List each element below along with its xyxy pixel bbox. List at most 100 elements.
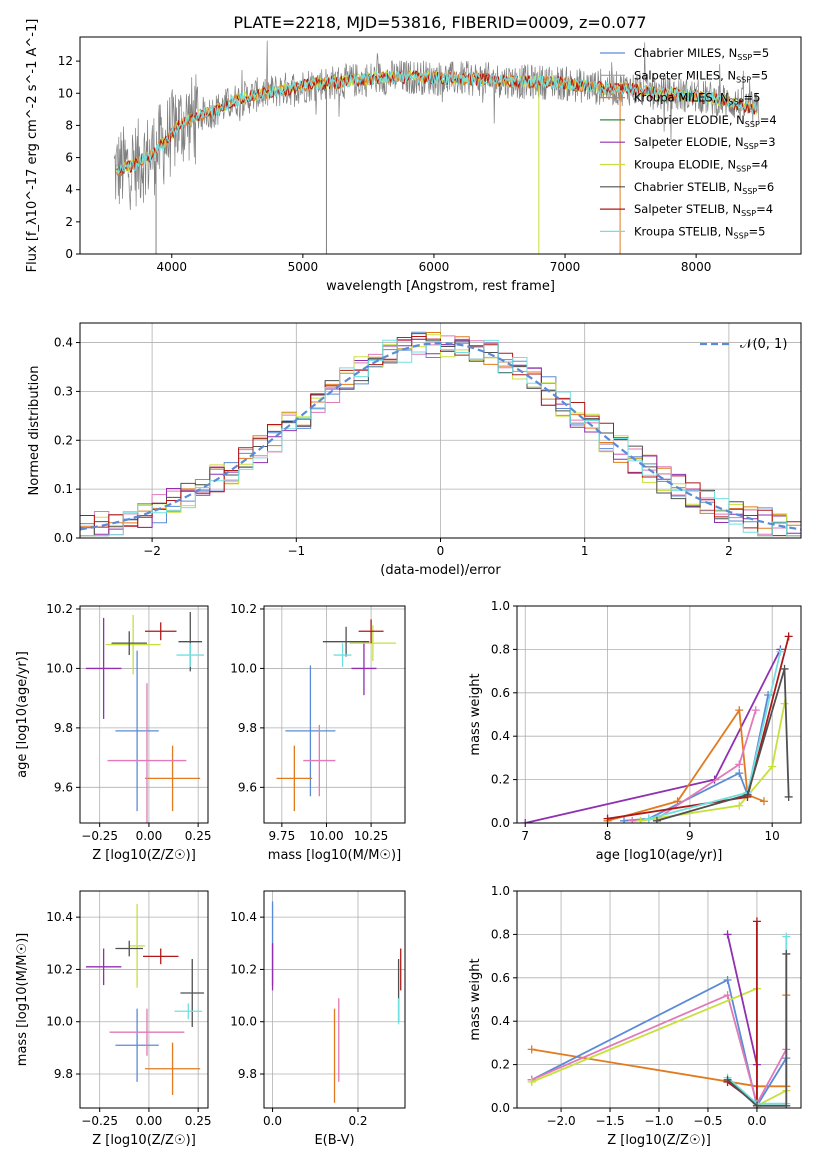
plot-area-spectrum bbox=[113, 40, 760, 254]
panel-weight_vs_Z: −2.0 −1.5 −1.0 −0.5 0.0 0.0 0.2 0.4 0.6 0.8 1.0 Z [… bbox=[468, 884, 802, 1148]
errorbar-point bbox=[143, 948, 179, 965]
tick-label-x: 2 bbox=[725, 544, 733, 558]
errorbar-point bbox=[174, 1003, 203, 1020]
x-axis-label: E(B-V) bbox=[314, 1133, 354, 1148]
errorbar-point bbox=[322, 626, 370, 657]
weight-marker bbox=[644, 814, 653, 823]
weight-marker bbox=[620, 816, 629, 823]
axes-frame bbox=[79, 36, 802, 255]
panel-age_vs_Z: −0.25 0.00 0.25 9.6 9.8 10.0 10.2 Z [log10(Z/Z☉… bbox=[15, 602, 212, 863]
weight-marker bbox=[782, 932, 791, 941]
tick-label-x: 10.25 bbox=[354, 829, 388, 843]
tick-label-y: 0.8 bbox=[491, 927, 510, 941]
weight-marker bbox=[743, 790, 752, 799]
tick-label-y: 10.2 bbox=[46, 602, 73, 616]
spectrum-legend: Chabrier MILES, NSSP=5 Salpeter MILES, NS… bbox=[600, 46, 777, 240]
weight-line-chabrier-stelib bbox=[656, 668, 790, 822]
tick-label-y: 0.0 bbox=[491, 1101, 510, 1115]
weight-marker bbox=[521, 819, 530, 823]
panel-spectrum: Chabrier MILES, NSSP=5 Salpeter MILES, NS… bbox=[25, 19, 802, 294]
weight-marker bbox=[723, 991, 732, 1000]
tick-label-x: −0.25 bbox=[81, 1114, 118, 1128]
tick-label-x: 7 bbox=[521, 829, 529, 843]
tick-label-x: 1 bbox=[581, 544, 589, 558]
legend-label: Kroupa ELODIE, NSSP=4 bbox=[634, 158, 768, 174]
tick-label-y: 1.0 bbox=[491, 884, 510, 898]
weight-marker bbox=[628, 816, 637, 823]
tick-label-y: 10.0 bbox=[46, 1015, 73, 1029]
tick-label-x: 0.00 bbox=[136, 829, 163, 843]
tick-label-y: 6 bbox=[65, 151, 73, 165]
weight-marker bbox=[752, 917, 761, 926]
weight-marker bbox=[723, 1075, 732, 1084]
tick-label-x: 4000 bbox=[156, 260, 187, 274]
tick-label-y: 10.0 bbox=[46, 661, 73, 675]
weight-line-pink bbox=[531, 993, 788, 1107]
y-axis-label: Flux [f_λ10^-17 erg cm^-2 s^-1 A^-1] bbox=[25, 19, 40, 273]
tick-label-y: 10.2 bbox=[230, 602, 257, 616]
tick-label-y: 4 bbox=[65, 183, 73, 197]
errorbar-point bbox=[303, 724, 336, 797]
tick-label-y: 9.6 bbox=[238, 780, 257, 794]
errorbar-point bbox=[285, 665, 336, 797]
weight-marker bbox=[603, 814, 612, 823]
weight-marker bbox=[723, 930, 732, 939]
plot-area-age_vs_Z bbox=[85, 611, 205, 823]
plot-layer: Chabrier MILES, NSSP=5 Salpeter MILES, NS… bbox=[15, 19, 802, 1148]
weight-marker bbox=[527, 1077, 536, 1086]
errorbar-point bbox=[107, 683, 187, 823]
tick-label-y: 0.2 bbox=[54, 433, 73, 447]
tick-label-y: 10.4 bbox=[230, 910, 257, 924]
tick-label-x: −0.5 bbox=[693, 1114, 722, 1128]
tick-label-y: 0.1 bbox=[54, 482, 73, 496]
tick-label-y: 10.0 bbox=[230, 1015, 257, 1029]
legend-label: Kroupa MILES, NSSP=5 bbox=[634, 91, 760, 107]
legend-label-gaussian: 𝒩(0, 1) bbox=[740, 337, 787, 352]
x-axis-label: Z [log10(Z/Z☉)] bbox=[92, 1133, 196, 1148]
errorbar-point bbox=[111, 631, 147, 656]
tick-label-y: 1.0 bbox=[491, 599, 510, 613]
errorbar-point bbox=[105, 614, 161, 675]
errorbar-point bbox=[115, 1008, 159, 1082]
tick-label-x: −0.25 bbox=[81, 829, 118, 843]
weight-marker bbox=[723, 975, 732, 984]
legend-label: Chabrier ELODIE, NSSP=4 bbox=[634, 113, 777, 129]
axes-frame bbox=[263, 890, 406, 1109]
panel-mass_vs_Z: −0.25 0.00 0.25 9.8 10.0 10.2 10.4 Z [log10(Z/Z… bbox=[15, 890, 212, 1148]
weight-line-kroupa-stelib bbox=[648, 651, 782, 820]
errorbar-point bbox=[358, 619, 384, 644]
tick-label-x: 0.0 bbox=[263, 1114, 282, 1128]
tick-label-y: 10.2 bbox=[230, 962, 257, 976]
panel-age_vs_mass: 9.75 10.00 10.25 9.6 9.8 10.0 10.2 mass [log10(… bbox=[230, 602, 406, 863]
tick-label-y: 9.8 bbox=[54, 1067, 73, 1081]
weight-marker bbox=[784, 632, 793, 641]
weight-marker bbox=[776, 647, 785, 656]
legend-label: Salpeter MILES, NSSP=5 bbox=[634, 68, 768, 84]
x-axis-label: Z [log10(Z/Z☉)] bbox=[607, 1133, 711, 1148]
plot-area-age_vs_mass bbox=[276, 619, 397, 812]
errorbar-point bbox=[109, 1008, 185, 1056]
tick-label-y: 0.2 bbox=[491, 1058, 510, 1072]
weight-marker bbox=[752, 1101, 761, 1108]
tick-label-y: 2 bbox=[65, 215, 73, 229]
errorbar-point bbox=[144, 745, 201, 812]
plot-area-mass_vs_EBV bbox=[271, 901, 402, 1103]
panel-residuals: 𝒩(0, 1) −2 −1 0 1 2 0.0 0.1 0.2 0.3 0.4 (data-model… bbox=[27, 322, 802, 578]
tick-label-y: 9.8 bbox=[238, 1067, 257, 1081]
errorbar-point bbox=[176, 643, 205, 667]
plot-area-mass_vs_Z bbox=[85, 904, 205, 1095]
errorbar-point bbox=[144, 1042, 201, 1095]
weight-marker bbox=[782, 949, 791, 958]
legend-label: Salpeter ELODIE, NSSP=3 bbox=[634, 135, 776, 151]
tick-label-x: −2 bbox=[143, 544, 161, 558]
axes-frame bbox=[79, 605, 209, 824]
tick-label-y: 0.4 bbox=[491, 1014, 510, 1028]
tick-label-x: 0 bbox=[437, 544, 445, 558]
tick-label-y: 10.0 bbox=[230, 661, 257, 675]
y-axis-label: mass weight bbox=[468, 958, 483, 1040]
x-axis-label: wavelength [Angstrom, rest frame] bbox=[326, 279, 555, 294]
x-axis-label: mass [log10(M/M☉)] bbox=[268, 848, 401, 863]
weight-marker bbox=[735, 706, 744, 715]
panel-weight_vs_age: 7 8 9 10 0.0 0.2 0.4 0.6 0.8 1.0 age [log10(age/yr… bbox=[468, 599, 802, 863]
